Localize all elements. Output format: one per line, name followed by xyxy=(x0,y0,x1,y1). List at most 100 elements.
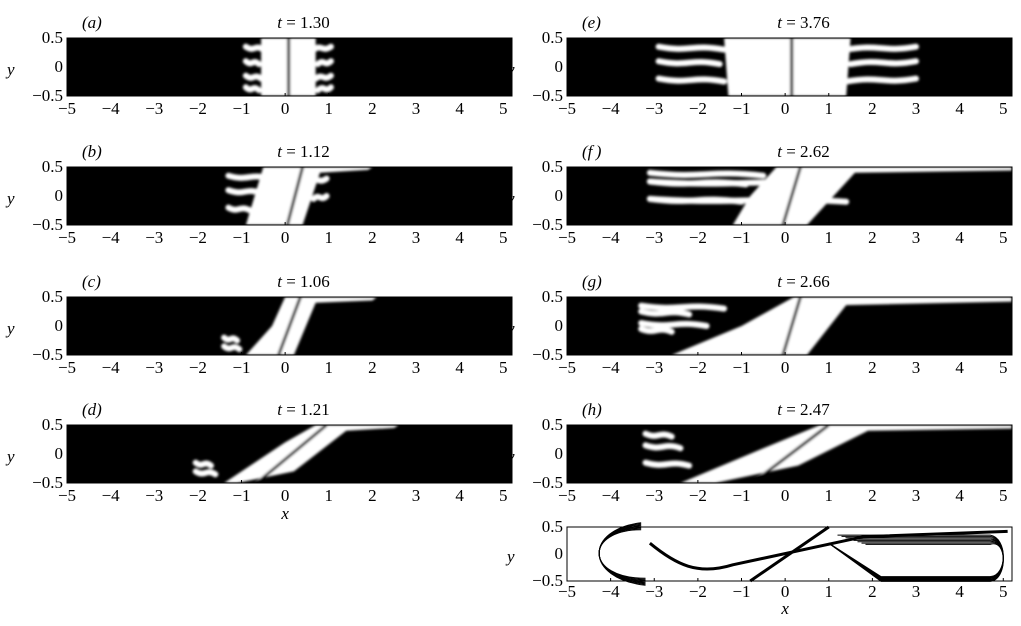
fluid-finger xyxy=(309,179,326,182)
fluid-finger xyxy=(659,61,720,64)
x-tick-label: −1 xyxy=(732,486,750,505)
x-tick-label: 4 xyxy=(955,228,964,247)
x-tick-label: 1 xyxy=(825,486,834,505)
x-tick-label: 5 xyxy=(999,358,1008,377)
fluid-finger xyxy=(851,61,916,64)
y-tick-label: 0.5 xyxy=(542,157,563,176)
time-label-f: t = 2.62 xyxy=(777,142,830,161)
fluid-finger xyxy=(246,47,263,50)
fluid-finger xyxy=(313,196,326,199)
time-label-e: t = 3.76 xyxy=(777,13,830,32)
fluid-finger xyxy=(641,323,706,326)
x-tick-label: −4 xyxy=(102,99,121,118)
fluid-finger xyxy=(228,190,261,193)
x-tick-label: 1 xyxy=(825,582,834,601)
fluid-field xyxy=(246,38,331,96)
y-tick-label: −0.5 xyxy=(32,86,63,105)
fluid-finger xyxy=(846,79,916,82)
y-tick-label: −0.5 xyxy=(532,345,563,364)
y-tick-label: −0.5 xyxy=(32,345,63,364)
x-tick-label: −4 xyxy=(602,99,621,118)
panel-d xyxy=(67,425,512,483)
time-label-d: t = 1.21 xyxy=(277,400,330,419)
fluid-finger xyxy=(646,434,672,437)
fluid-region xyxy=(272,38,281,61)
fluid-finger xyxy=(318,87,331,90)
y-axis-label: y xyxy=(505,447,515,466)
x-tick-label: 1 xyxy=(325,99,334,118)
x-tick-label: 0 xyxy=(781,228,790,247)
x-tick-label: −1 xyxy=(232,358,250,377)
x-tick-label: −3 xyxy=(145,228,163,247)
y-tick-label: 0.5 xyxy=(42,157,63,176)
x-tick-label: −2 xyxy=(689,582,707,601)
fluid-finger xyxy=(316,76,331,79)
x-tick-label: 3 xyxy=(412,486,421,505)
y-axis-label: y xyxy=(5,319,15,338)
x-tick-label: 5 xyxy=(999,99,1008,118)
panel-label-d: (d) xyxy=(82,400,102,419)
x-tick-label: −1 xyxy=(732,228,750,247)
y-tick-label: 0.5 xyxy=(542,517,563,536)
x-tick-label: 3 xyxy=(912,99,921,118)
y-tick-label: −0.5 xyxy=(532,215,563,234)
x-tick-label: −1 xyxy=(732,358,750,377)
x-tick-label: 2 xyxy=(368,358,377,377)
x-tick-label: −2 xyxy=(689,228,707,247)
x-tick-label: −1 xyxy=(232,99,250,118)
x-tick-label: 4 xyxy=(455,486,464,505)
y-axis-label: y xyxy=(505,319,515,338)
x-tick-label: 4 xyxy=(955,582,964,601)
x-tick-label: 2 xyxy=(868,99,877,118)
y-tick-label: 0 xyxy=(555,57,564,76)
x-tick-label: 5 xyxy=(999,582,1008,601)
x-tick-label: −4 xyxy=(602,228,621,247)
y-tick-label: 0.5 xyxy=(542,28,563,47)
x-tick-label: 4 xyxy=(955,486,964,505)
y-tick-label: 0.5 xyxy=(542,287,563,306)
x-tick-label: 5 xyxy=(999,228,1008,247)
y-tick-label: 0.5 xyxy=(42,287,63,306)
y-axis-label: y xyxy=(5,189,15,208)
time-label-h: t = 2.47 xyxy=(777,400,830,419)
x-tick-label: 2 xyxy=(868,358,877,377)
panel-f xyxy=(567,167,1012,225)
y-tick-label: 0 xyxy=(55,316,64,335)
x-tick-label: 0 xyxy=(781,486,790,505)
x-tick-label: −3 xyxy=(645,486,663,505)
y-tick-label: 0 xyxy=(555,186,564,205)
fluid-finger xyxy=(196,471,216,474)
x-tick-label: 2 xyxy=(368,486,377,505)
x-tick-label: 4 xyxy=(455,228,464,247)
panel-label-f: (f ) xyxy=(582,142,602,161)
x-tick-label: 3 xyxy=(412,358,421,377)
x-tick-label: 2 xyxy=(868,486,877,505)
y-axis-label: y xyxy=(5,60,15,79)
x-tick-label: −4 xyxy=(602,358,621,377)
fluid-finger xyxy=(641,329,672,332)
x-tick-label: 0 xyxy=(281,228,290,247)
x-tick-label: −1 xyxy=(732,582,750,601)
x-tick-label: −2 xyxy=(189,486,207,505)
x-tick-label: −2 xyxy=(689,99,707,118)
x-tick-label: 5 xyxy=(999,486,1008,505)
x-tick-label: −2 xyxy=(189,358,207,377)
x-tick-label: 1 xyxy=(825,228,834,247)
fluid-finger xyxy=(650,182,838,185)
fluid-finger xyxy=(641,306,724,309)
panel-e xyxy=(567,38,1012,96)
x-tick-label: 4 xyxy=(955,99,964,118)
panel-label-e: (e) xyxy=(582,13,601,32)
fluid-finger xyxy=(246,87,259,90)
x-tick-label: 0 xyxy=(781,358,790,377)
x-tick-label: 1 xyxy=(825,358,834,377)
fluid-finger xyxy=(646,445,681,448)
x-axis-label-left: x xyxy=(280,504,289,523)
x-tick-label: −4 xyxy=(102,358,121,377)
panel-label-c: (c) xyxy=(82,272,101,291)
time-label-g: t = 2.66 xyxy=(777,272,830,291)
panel-label-a: (a) xyxy=(82,13,102,32)
x-tick-label: 5 xyxy=(499,358,508,377)
y-tick-label: 0.5 xyxy=(42,28,63,47)
x-tick-label: 3 xyxy=(412,228,421,247)
